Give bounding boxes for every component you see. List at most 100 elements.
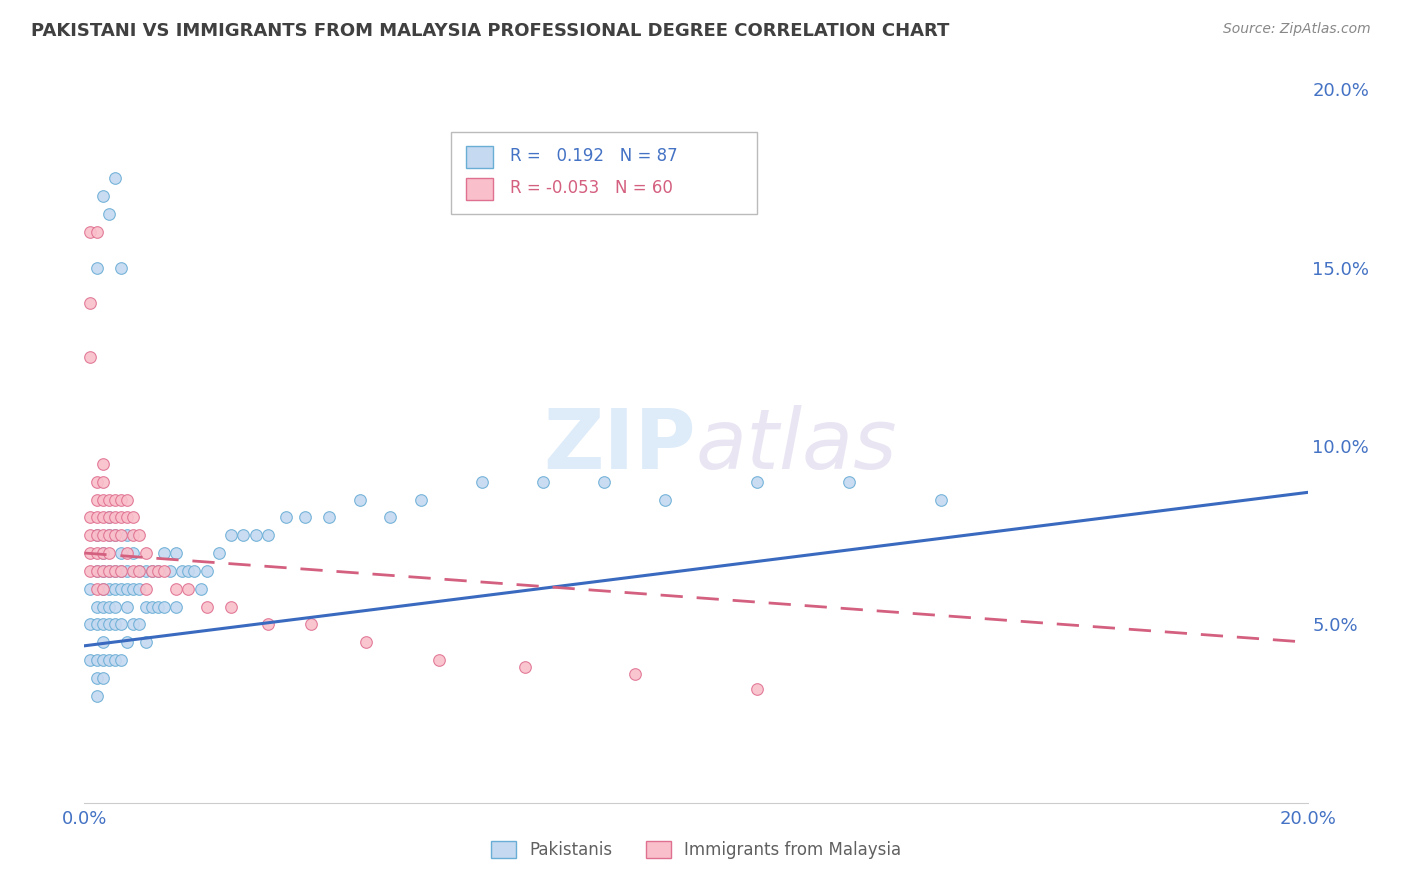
Point: [354, 635, 377, 649]
Point: [110, 492, 132, 507]
Point: [91, 492, 114, 507]
Point: [86, 260, 108, 275]
Point: [79, 546, 101, 560]
Point: [747, 681, 769, 696]
Point: [79, 350, 101, 364]
Point: [929, 492, 952, 507]
Point: [79, 528, 101, 542]
Point: [110, 617, 132, 632]
Point: [97, 492, 120, 507]
Text: R = -0.053   N = 60: R = -0.053 N = 60: [510, 179, 673, 197]
Point: [104, 564, 127, 578]
Point: [146, 564, 169, 578]
Point: [97, 617, 120, 632]
Point: [91, 617, 114, 632]
Point: [165, 582, 187, 596]
Point: [86, 225, 108, 239]
Point: [135, 564, 157, 578]
Point: [110, 528, 132, 542]
Point: [122, 564, 145, 578]
Point: [86, 582, 108, 596]
Point: [747, 475, 769, 489]
Point: [219, 599, 242, 614]
Point: [624, 667, 647, 681]
Point: [110, 546, 132, 560]
Point: [318, 510, 340, 524]
Point: [104, 617, 127, 632]
Point: [97, 653, 120, 667]
Point: [141, 564, 163, 578]
Point: [128, 528, 150, 542]
Point: [245, 528, 267, 542]
Point: [86, 564, 108, 578]
Point: [153, 546, 176, 560]
Point: [190, 582, 212, 596]
Point: [86, 475, 108, 489]
Point: [86, 564, 108, 578]
Point: [195, 564, 218, 578]
Point: [104, 653, 127, 667]
Point: [153, 564, 176, 578]
Point: [91, 528, 114, 542]
Point: [91, 475, 114, 489]
Point: [91, 510, 114, 524]
Point: [97, 528, 120, 542]
Text: ZIP: ZIP: [544, 406, 696, 486]
Point: [257, 528, 280, 542]
Point: [104, 510, 127, 524]
Point: [86, 510, 108, 524]
Point: [97, 564, 120, 578]
Point: [115, 564, 138, 578]
Point: [128, 564, 150, 578]
Point: [97, 546, 120, 560]
Point: [172, 564, 194, 578]
Text: atlas: atlas: [696, 406, 897, 486]
Point: [110, 510, 132, 524]
Point: [838, 475, 860, 489]
Point: [91, 564, 114, 578]
Point: [79, 653, 101, 667]
Bar: [465, 178, 494, 200]
Point: [299, 617, 322, 632]
Point: [195, 599, 218, 614]
Point: [97, 510, 120, 524]
Point: [91, 546, 114, 560]
Point: [104, 492, 127, 507]
Point: [79, 582, 101, 596]
Point: [122, 582, 145, 596]
Point: [86, 492, 108, 507]
Point: [86, 546, 108, 560]
Point: [276, 510, 298, 524]
Point: [86, 617, 108, 632]
Point: [115, 582, 138, 596]
Point: [427, 653, 450, 667]
Point: [146, 564, 169, 578]
Point: [91, 582, 114, 596]
Point: [165, 599, 187, 614]
Point: [104, 564, 127, 578]
Point: [232, 528, 254, 542]
Point: [115, 492, 138, 507]
Point: [110, 582, 132, 596]
Point: [86, 599, 108, 614]
Point: [159, 564, 181, 578]
Point: [79, 510, 101, 524]
Point: [122, 617, 145, 632]
Point: [91, 599, 114, 614]
Point: [91, 457, 114, 471]
Point: [122, 528, 145, 542]
Point: [115, 546, 138, 560]
Point: [104, 582, 127, 596]
Point: [91, 582, 114, 596]
Point: [91, 564, 114, 578]
Point: [104, 528, 127, 542]
Point: [349, 492, 371, 507]
Text: R =   0.192   N = 87: R = 0.192 N = 87: [510, 147, 678, 165]
FancyBboxPatch shape: [451, 132, 758, 214]
Point: [531, 475, 554, 489]
Point: [135, 582, 157, 596]
Point: [380, 510, 402, 524]
Point: [183, 564, 205, 578]
Point: [513, 660, 536, 674]
Point: [79, 296, 101, 310]
